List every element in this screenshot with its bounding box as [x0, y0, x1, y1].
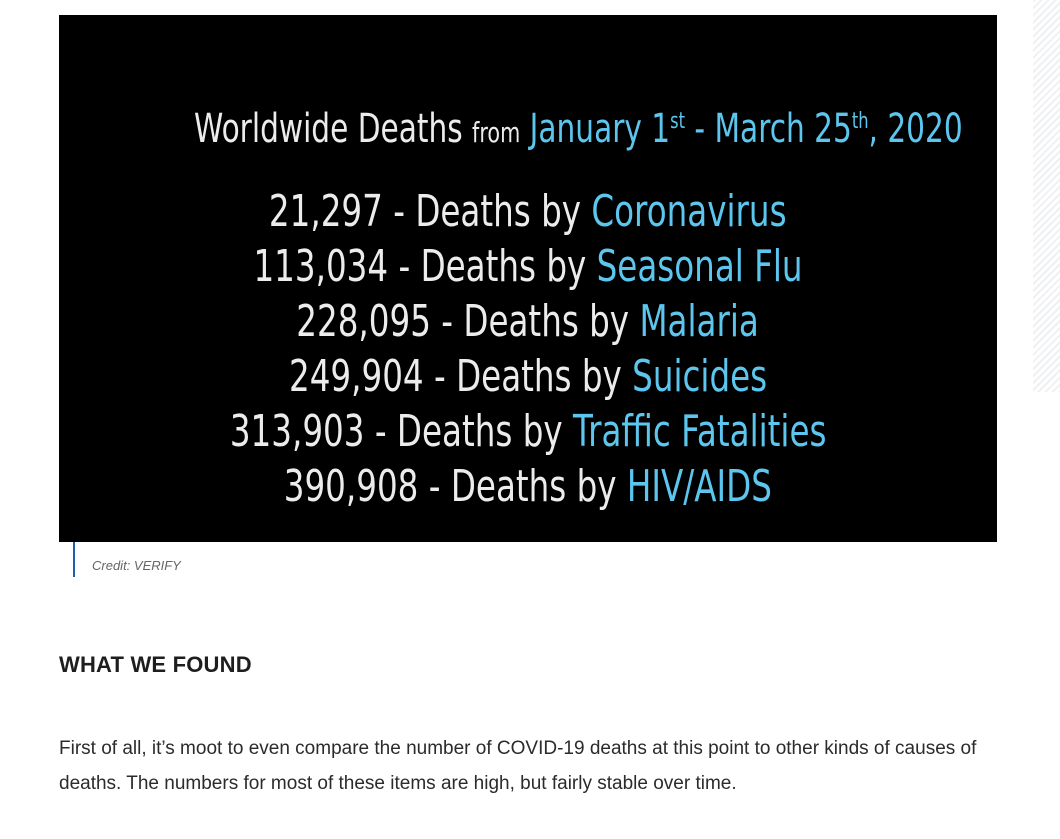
- image-title-date-end: March 25: [714, 106, 852, 152]
- image-stat-line: 228,095 - Deaths by Malaria: [59, 297, 997, 347]
- stat-label: Deaths by: [396, 406, 563, 457]
- image-title-end-suffix: th: [851, 109, 869, 134]
- stat-count: 21,297: [269, 186, 384, 237]
- image-stat-line: 113,034 - Deaths by Seasonal Flu: [59, 242, 997, 292]
- sidebar-rail: [1033, 0, 1060, 392]
- image-title-start-suffix: st: [670, 109, 686, 134]
- image-title-year: , 2020: [868, 106, 963, 152]
- stat-label: Deaths by: [451, 461, 617, 512]
- stat-label: Deaths by: [463, 296, 630, 347]
- stat-count: 228,095: [296, 296, 432, 347]
- image-stat-line: 21,297 - Deaths by Coronavirus: [59, 187, 997, 237]
- image-title-from: from: [472, 116, 521, 149]
- stat-label: Deaths by: [415, 186, 582, 237]
- stat-dash: -: [431, 296, 464, 347]
- image-caption: Credit: VERIFY: [73, 542, 181, 577]
- stat-label: Deaths by: [456, 351, 622, 402]
- stat-label: Deaths by: [420, 241, 587, 292]
- image-stat-line: 390,908 - Deaths by HIV/AIDS: [59, 462, 997, 512]
- stat-cause: HIV/AIDS: [627, 461, 773, 512]
- image-credit: Credit: VERIFY: [92, 558, 181, 573]
- stat-dash: -: [418, 461, 452, 512]
- stat-cause: Seasonal Flu: [596, 241, 803, 292]
- image-stat-line: 313,903 - Deaths by Traffic Fatalities: [59, 407, 997, 457]
- stat-cause: Malaria: [639, 296, 760, 347]
- stat-count: 113,034: [253, 241, 389, 292]
- stat-dash: -: [383, 186, 416, 237]
- image-title-prefix: Worldwide Deaths: [194, 106, 463, 152]
- stat-cause: Coronavirus: [591, 186, 787, 237]
- image-title-separator: -: [685, 106, 715, 152]
- stat-count: 249,904: [288, 351, 424, 402]
- stat-cause: Traffic Fatalities: [572, 406, 827, 457]
- stat-dash: -: [423, 351, 457, 402]
- image-title: Worldwide Deaths from January 1st - Marc…: [59, 107, 997, 155]
- stat-count: 313,903: [229, 406, 365, 457]
- stat-dash: -: [364, 406, 397, 457]
- article-figure-image: Worldwide Deaths from January 1st - Marc…: [59, 15, 997, 542]
- image-stat-line: 249,904 - Deaths by Suicides: [59, 352, 997, 402]
- stat-dash: -: [388, 241, 421, 292]
- stat-cause: Suicides: [632, 351, 768, 402]
- image-title-date-start: January 1: [529, 106, 671, 152]
- section-heading: WHAT WE FOUND: [59, 652, 252, 677]
- stat-count: 390,908: [283, 461, 419, 512]
- article-paragraph: First of all, it’s moot to even compare …: [59, 738, 977, 794]
